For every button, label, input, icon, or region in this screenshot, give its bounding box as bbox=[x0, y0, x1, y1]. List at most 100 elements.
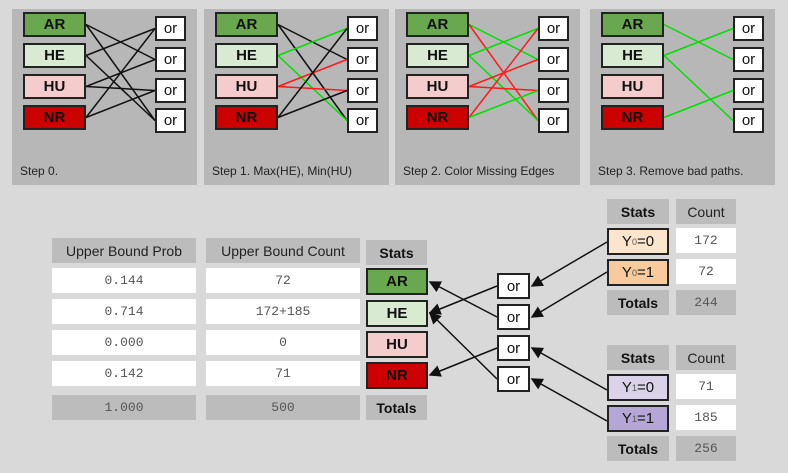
edge-nr-or3 bbox=[277, 89, 348, 119]
stat-y0-1: Y 0 =1 bbox=[607, 259, 669, 286]
prob-cell: 0.714 bbox=[52, 299, 196, 324]
edge-hu-or3 bbox=[468, 85, 539, 92]
or-gate-3: or bbox=[733, 78, 764, 103]
step-label: Step 2. Color Missing Edges bbox=[403, 164, 555, 178]
step-label: Step 1. Max(HE), Min(HU) bbox=[212, 164, 353, 178]
edge-nr-or1 bbox=[468, 28, 539, 118]
step-panel-1: AR HE HU NR or or or or Step 1. Max(HE), Min(HU) bbox=[204, 9, 389, 185]
stat-ar: AR bbox=[366, 268, 428, 295]
node-hu: HU bbox=[406, 74, 469, 99]
count-cell: 71 bbox=[676, 374, 736, 399]
prob-header: Upper Bound Prob bbox=[52, 238, 196, 263]
stats-header: Stats bbox=[607, 199, 669, 224]
or-gate-3: or bbox=[347, 78, 378, 103]
edge-he-or1 bbox=[85, 27, 156, 57]
count-cell: 185 bbox=[676, 405, 736, 430]
total-count: 244 bbox=[676, 290, 736, 315]
node-hu: HU bbox=[215, 74, 278, 99]
prob-cell: 0.000 bbox=[52, 330, 196, 355]
node-he: HE bbox=[23, 43, 86, 68]
arrow-or4-he bbox=[428, 311, 498, 380]
step-panel-2: AR HE HU NR or or or or Step 2. Color Missing Ed… bbox=[395, 9, 580, 185]
var-subscript: 1 bbox=[631, 382, 637, 393]
arrow-or3-nr bbox=[428, 347, 498, 377]
node-ar: AR bbox=[406, 12, 469, 37]
total-prob: 1.000 bbox=[52, 395, 196, 420]
total-count: 256 bbox=[676, 436, 736, 461]
edge-he-or4 bbox=[663, 54, 734, 122]
flow-or-gate-3: or bbox=[497, 335, 530, 361]
edge-nr-or3 bbox=[468, 89, 539, 119]
var-label: Y bbox=[621, 379, 632, 396]
node-nr: NR bbox=[406, 105, 469, 130]
var-subscript: 1 bbox=[631, 413, 637, 424]
count-header: Count bbox=[676, 199, 736, 224]
or-gate-2: or bbox=[347, 47, 378, 72]
arrow-y1_1-or4 bbox=[530, 378, 608, 422]
var-subscript: 0 bbox=[631, 267, 637, 278]
var-value: =1 bbox=[636, 264, 655, 281]
var-value: =0 bbox=[636, 379, 655, 396]
or-gate-2: or bbox=[538, 47, 569, 72]
flow-or-gate-1: or bbox=[497, 273, 530, 299]
var-label: Y bbox=[621, 410, 632, 427]
arrow-y0_1-or2 bbox=[530, 271, 608, 318]
step-label: Step 3. Remove bad paths. bbox=[598, 164, 744, 178]
var-subscript: 0 bbox=[631, 236, 637, 247]
total-count: 500 bbox=[206, 395, 360, 420]
arrow-y1_0-or3 bbox=[530, 347, 608, 391]
node-nr: NR bbox=[601, 105, 664, 130]
or-gate-3: or bbox=[155, 78, 186, 103]
edge-nr-or3 bbox=[85, 89, 156, 119]
prob-cell: 0.144 bbox=[52, 268, 196, 293]
node-he: HE bbox=[215, 43, 278, 68]
step-panel-0: AR HE HU NR or or or or Step 0. bbox=[12, 9, 197, 185]
edge-nr-or3 bbox=[663, 89, 734, 119]
arrow-or2-ar bbox=[428, 281, 498, 318]
stats-header: Stats bbox=[366, 240, 427, 265]
var-value: =1 bbox=[636, 410, 655, 427]
edge-nr-or1 bbox=[277, 28, 348, 118]
or-gate-2: or bbox=[733, 47, 764, 72]
node-hu: HU bbox=[601, 74, 664, 99]
or-gate-1: or bbox=[155, 16, 186, 41]
or-gate-1: or bbox=[347, 16, 378, 41]
count-cell: 72 bbox=[676, 259, 736, 284]
prob-cell: 0.142 bbox=[52, 361, 196, 386]
stat-hu: HU bbox=[366, 331, 428, 358]
totals-label: Totals bbox=[607, 290, 669, 315]
or-gate-1: or bbox=[733, 16, 764, 41]
stat-he: HE bbox=[366, 300, 428, 327]
or-gate-2: or bbox=[155, 47, 186, 72]
node-nr: NR bbox=[215, 105, 278, 130]
node-ar: AR bbox=[601, 12, 664, 37]
step-panel-3: AR HE HU NR or or or or Step 3. Remove bad paths… bbox=[590, 9, 775, 185]
count-cell: 72 bbox=[206, 268, 360, 293]
stat-y1-0: Y 1 =0 bbox=[607, 374, 669, 401]
var-label: Y bbox=[621, 233, 632, 250]
or-gate-3: or bbox=[538, 78, 569, 103]
count-header: Count bbox=[676, 345, 736, 370]
count-cell: 0 bbox=[206, 330, 360, 355]
edge-nr-or1 bbox=[85, 28, 156, 118]
or-gate-4: or bbox=[155, 108, 186, 133]
edge-hu-or3 bbox=[85, 85, 156, 92]
stat-y0-0: Y 0 =0 bbox=[607, 228, 669, 255]
var-value: =0 bbox=[636, 233, 655, 250]
edge-he-or1 bbox=[663, 27, 734, 57]
edge-he-or1 bbox=[277, 27, 348, 57]
node-nr: NR bbox=[23, 105, 86, 130]
flow-or-gate-2: or bbox=[497, 304, 530, 330]
edge-hu-or3 bbox=[277, 85, 348, 92]
count-header: Upper Bound Count bbox=[206, 238, 360, 263]
node-ar: AR bbox=[215, 12, 278, 37]
node-ar: AR bbox=[23, 12, 86, 37]
node-he: HE bbox=[406, 43, 469, 68]
stat-nr: NR bbox=[366, 362, 428, 389]
or-gate-1: or bbox=[538, 16, 569, 41]
count-cell: 71 bbox=[206, 361, 360, 386]
totals-label: Totals bbox=[607, 436, 669, 461]
step-label: Step 0. bbox=[20, 164, 59, 178]
stats-header: Stats bbox=[607, 345, 669, 370]
